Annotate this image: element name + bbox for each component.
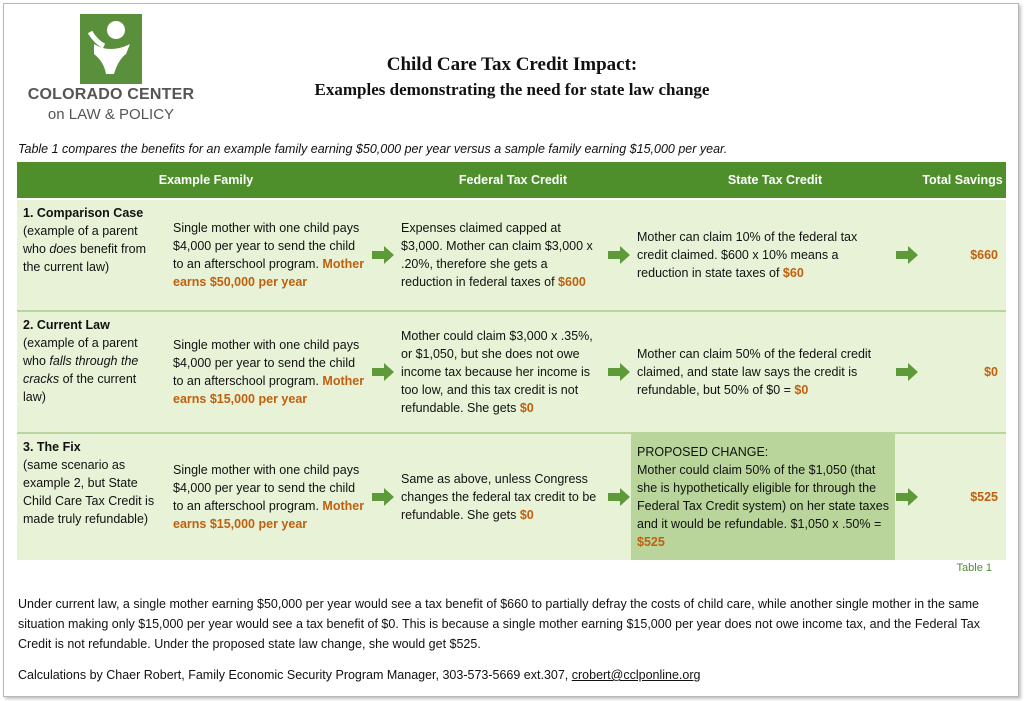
page-subtitle: Examples demonstrating the need for stat… <box>314 80 710 99</box>
table-row: 3. The Fix (same scenario as example 2, … <box>17 432 1006 560</box>
case-desc: (example of a parent who <box>23 224 138 256</box>
earnings-highlight: Mother earns $50,000 per year <box>173 257 365 289</box>
arrow-cell <box>371 198 395 311</box>
right-arrow-icon <box>608 363 630 381</box>
state-amount: $0 <box>794 383 809 397</box>
right-arrow-icon <box>896 363 918 381</box>
arrow-cell <box>607 198 631 311</box>
case-emphasis: falls through the cracks <box>23 354 139 386</box>
document-page: COLORADO CENTER on LAW & POLICY Child Ca… <box>3 3 1019 697</box>
header-state-tax-credit: State Tax Credit <box>631 162 919 200</box>
federal-desc: Expenses claimed capped at $3,000. Mothe… <box>401 221 593 289</box>
right-arrow-icon <box>896 246 918 264</box>
logo: COLORADO CENTER on LAW & POLICY <box>26 14 196 124</box>
table-row: 2. Current Law (example of a parent who … <box>17 310 1006 433</box>
right-arrow-icon <box>896 488 918 506</box>
case-desc: (example of a parent who <box>23 336 138 368</box>
table-row: 1. Comparison Case (example of a parent … <box>17 198 1006 311</box>
arrow-cell <box>371 432 395 560</box>
federal-amount: $0 <box>519 401 534 415</box>
state-desc: Mother could claim 50% of the $1,050 (th… <box>637 463 889 531</box>
right-arrow-icon <box>608 488 630 506</box>
federal-amount: $0 <box>519 508 534 522</box>
state-cell: Mother can claim 50% of the federal cred… <box>631 310 895 433</box>
header-federal-tax-credit: Federal Tax Credit <box>395 162 631 200</box>
total-savings-cell: $660 <box>919 198 1006 311</box>
state-cell: Mother can claim 10% of the federal tax … <box>631 198 895 311</box>
case-desc: (same scenario as example 2, but State C… <box>23 458 155 526</box>
case-emphasis: does <box>49 242 77 256</box>
federal-cell: Same as above, unless Congress changes t… <box>395 432 607 560</box>
calculations-credit: Calculations by Chaer Robert, Family Eco… <box>18 668 700 682</box>
table-header-row: Example Family Federal Tax Credit State … <box>17 162 1006 200</box>
logo-text-line2: on LAW & POLICY <box>47 106 175 123</box>
federal-cell: Mother could claim $3,000 x .35%, or $1,… <box>395 310 607 433</box>
arrow-cell <box>895 432 919 560</box>
case-title: 2. Current Law <box>23 318 110 332</box>
arrow-cell <box>607 310 631 433</box>
state-cell-proposed: PROPOSED CHANGE: Mother could claim 50% … <box>631 432 895 560</box>
page-title: Child Care Tax Credit Impact: <box>386 54 638 75</box>
family-desc: Single mother with one child pays $4,000… <box>173 338 360 388</box>
case-desc-end: of the current law) <box>23 372 137 404</box>
case-cell: 3. The Fix (same scenario as example 2, … <box>17 432 167 560</box>
federal-amount: $600 <box>558 275 586 289</box>
family-cell: Single mother with one child pays $4,000… <box>167 310 371 433</box>
case-title: 3. The Fix <box>23 440 81 454</box>
case-desc-end: benefit from the current law) <box>23 242 146 274</box>
intro-text: Table 1 compares the benefits for an exa… <box>18 142 728 156</box>
federal-cell: Expenses claimed capped at $3,000. Mothe… <box>395 198 607 311</box>
right-arrow-icon <box>372 246 394 264</box>
state-desc: Mother can claim 10% of the federal tax … <box>637 230 858 280</box>
family-cell: Single mother with one child pays $4,000… <box>167 432 371 560</box>
case-title: 1. Comparison Case <box>23 206 144 220</box>
right-arrow-icon <box>372 363 394 381</box>
right-arrow-icon <box>372 488 394 506</box>
family-desc: Single mother with one child pays $4,000… <box>173 221 360 271</box>
state-amount: $525 <box>637 535 665 549</box>
arrow-cell <box>895 310 919 433</box>
credit-text: Calculations by Chaer Robert, Family Eco… <box>18 668 572 682</box>
header-total-savings: Total Savings <box>919 162 1006 200</box>
table-caption: Table 1 <box>956 562 992 574</box>
state-amount: $60 <box>782 266 804 280</box>
logo-text-line1: COLORADO CENTER <box>27 86 195 103</box>
comparison-table: Example Family Federal Tax Credit State … <box>17 162 1006 560</box>
proposed-change-label: PROPOSED CHANGE: <box>637 445 769 459</box>
total-savings-cell: $0 <box>919 310 1006 433</box>
arrow-cell <box>371 310 395 433</box>
arrow-cell <box>607 432 631 560</box>
right-arrow-icon <box>608 246 630 264</box>
earnings-highlight: Mother earns $15,000 per year <box>173 374 365 406</box>
summary-paragraph: Under current law, a single mother earni… <box>18 597 980 651</box>
family-cell: Single mother with one child pays $4,000… <box>167 198 371 311</box>
case-cell: 1. Comparison Case (example of a parent … <box>17 198 167 311</box>
family-desc: Single mother with one child pays $4,000… <box>173 463 360 513</box>
federal-desc: Same as above, unless Congress changes t… <box>401 472 597 522</box>
email-link[interactable]: crobert@cclponline.org <box>571 668 701 682</box>
case-cell: 2. Current Law (example of a parent who … <box>17 310 167 433</box>
arrow-cell <box>895 198 919 311</box>
state-desc: Mother can claim 50% of the federal cred… <box>637 347 872 397</box>
header-example-family: Example Family <box>17 162 395 200</box>
federal-desc: Mother could claim $3,000 x .35%, or $1,… <box>401 329 593 415</box>
total-savings-cell: $525 <box>919 432 1006 560</box>
earnings-highlight: Mother earns $15,000 per year <box>173 499 365 531</box>
logo-mark-icon <box>80 14 142 84</box>
